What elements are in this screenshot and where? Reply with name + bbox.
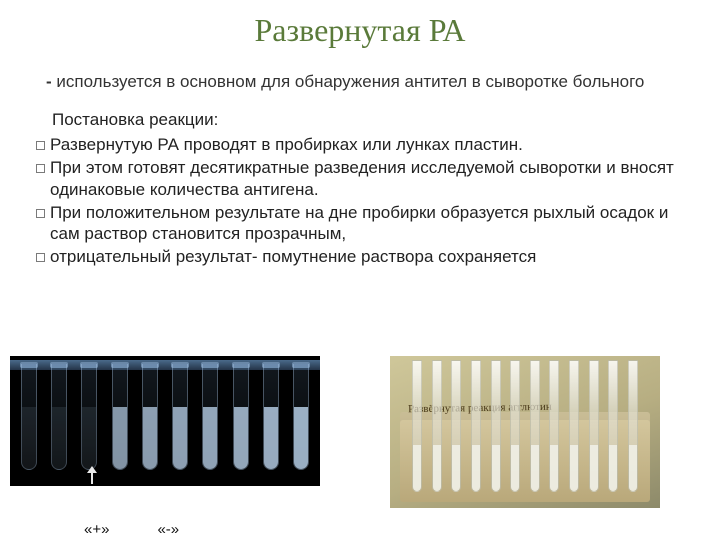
slide: Развернутая РА - используется в основном… <box>0 0 720 540</box>
test-tube <box>78 364 100 474</box>
test-tube <box>587 360 601 492</box>
test-tube <box>606 360 620 492</box>
slide-title: Развернутая РА <box>28 12 692 49</box>
procedure-subhead: Постановка реакции: <box>52 110 692 130</box>
photo-row: Развёрнутая реакция агглютин <box>10 356 710 516</box>
test-tube <box>290 364 312 474</box>
photo-left-wrap <box>10 356 320 486</box>
test-tube <box>567 360 581 492</box>
intro-body: используется в основном для обнаружения … <box>52 72 645 91</box>
tubes-container <box>18 364 312 480</box>
tubes-rack-photo: Развёрнутая реакция агглютин <box>390 356 660 508</box>
result-labels: «+» «-» <box>10 521 320 538</box>
test-tube <box>260 364 282 474</box>
test-tube <box>48 364 70 474</box>
label-negative: «-» <box>157 521 179 538</box>
tubes-dark-photo <box>10 356 320 486</box>
right-tubes-container <box>410 360 640 492</box>
list-item: При этом готовят десятикратные разведени… <box>36 157 692 201</box>
list-item: отрицательный результат- помутнение раст… <box>36 246 692 268</box>
test-tube <box>18 364 40 474</box>
test-tube <box>547 360 561 492</box>
test-tube <box>199 364 221 474</box>
test-tube <box>139 364 161 474</box>
test-tube <box>230 364 252 474</box>
test-tube <box>489 360 503 492</box>
arrow-up-icon <box>87 466 97 484</box>
test-tube <box>169 364 191 474</box>
test-tube <box>508 360 522 492</box>
procedure-list: Развернутую РА проводят в пробирках или … <box>36 134 692 268</box>
test-tube <box>469 360 483 492</box>
intro-text: - используется в основном для обнаружени… <box>46 71 682 92</box>
test-tube <box>109 364 131 474</box>
label-positive: «+» <box>84 521 109 538</box>
list-item: Развернутую РА проводят в пробирках или … <box>36 134 692 156</box>
test-tube <box>528 360 542 492</box>
list-item: При положительном результате на дне проб… <box>36 202 692 246</box>
test-tube <box>449 360 463 492</box>
test-tube <box>626 360 640 492</box>
test-tube <box>430 360 444 492</box>
test-tube <box>410 360 424 492</box>
